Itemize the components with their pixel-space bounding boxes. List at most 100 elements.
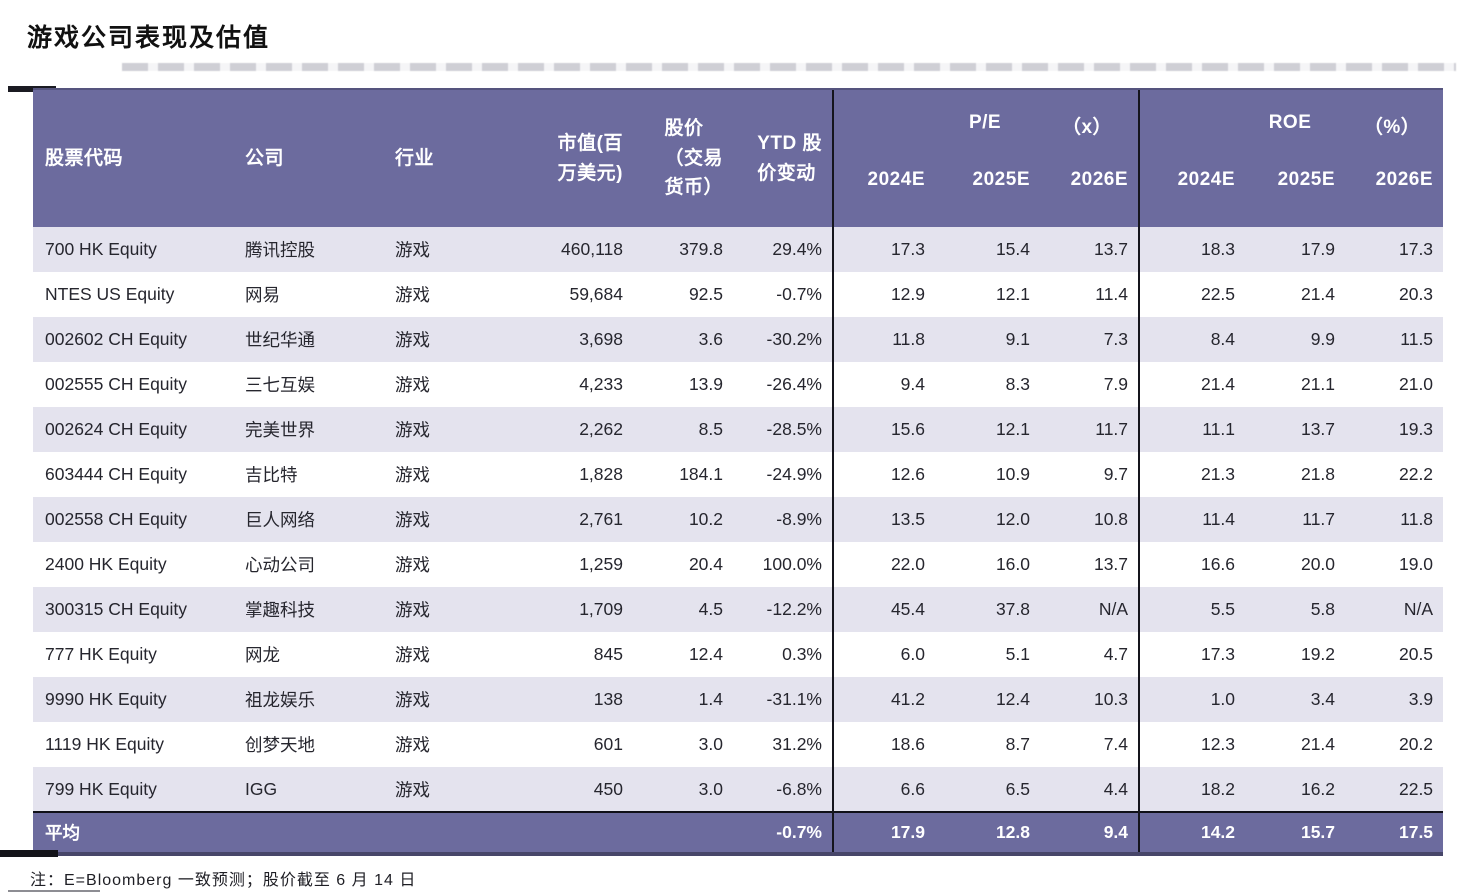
cell-roe-2025: 16.2 [1245,767,1346,812]
cell-roe-2024: 12.3 [1138,722,1246,767]
cell-roe-2024: 1.0 [1138,677,1246,722]
cell-pe-2025: 8.7 [935,722,1040,767]
cell-ytd: -12.2% [733,587,833,632]
cell-market-cap: 845 [520,632,633,677]
cell-company: 巨人网络 [233,497,383,542]
cell-roe-2026: 19.3 [1345,407,1444,452]
average-market-cap [520,811,633,856]
cell-roe-2024: 11.1 [1138,407,1246,452]
cell-roe-2024: 21.4 [1138,362,1246,407]
cell-pe-2025: 15.4 [935,227,1040,272]
cell-code: 1119 HK Equity [33,722,233,767]
cell-pe-2024: 17.3 [832,227,935,272]
cell-market-cap: 450 [520,767,633,812]
cell-price: 184.1 [633,452,733,497]
cell-industry: 游戏 [383,452,520,497]
average-company [233,811,383,856]
cell-code: 002555 CH Equity [33,362,233,407]
cell-pe-2026: 10.3 [1040,677,1140,722]
table-row: 002624 CH Equity 完美世界 游戏 2,262 8.5 -28.5% 15.6… [33,407,1444,452]
table-bottom-corner-mark [0,850,58,857]
cell-pe-2024: 13.5 [832,497,935,542]
cell-industry: 游戏 [383,407,520,452]
cell-roe-2025: 5.8 [1245,587,1346,632]
cell-roe-2024: 11.4 [1138,497,1246,542]
cell-market-cap: 2,262 [520,407,633,452]
cell-company: 完美世界 [233,407,383,452]
cell-roe-2025: 17.9 [1245,227,1346,272]
cell-market-cap: 138 [520,677,633,722]
cell-pe-2025: 5.1 [935,632,1040,677]
cell-market-cap: 1,259 [520,542,633,587]
col-header-roe-2026e: 2026E [1345,161,1444,227]
roe-unit: （%） [1363,117,1421,138]
cell-price: 379.8 [633,227,733,272]
pe-unit: （x） [1061,117,1113,138]
cell-pe-2024: 6.0 [832,632,935,677]
cell-ytd: -6.8% [733,767,833,812]
cell-code: 300315 CH Equity [33,587,233,632]
group-header-pe: P/E （x） [831,88,1140,161]
cell-code: NTES US Equity [33,272,233,317]
table-row: 603444 CH Equity 吉比特 游戏 1,828 184.1 -24.9% 12.… [33,452,1444,497]
cell-pe-2026: 11.4 [1040,272,1140,317]
cell-market-cap: 460,118 [520,227,633,272]
cell-market-cap: 59,684 [520,272,633,317]
cell-ytd: -24.9% [733,452,833,497]
cell-market-cap: 2,761 [520,497,633,542]
cell-price: 3.0 [633,722,733,767]
cell-ytd: 0.3% [733,632,833,677]
cell-code: 002602 CH Equity [33,317,233,362]
table-body: 700 HK Equity 腾讯控股 游戏 460,118 379.8 29.4% 17.3… [33,227,1444,812]
cell-pe-2026: N/A [1040,587,1140,632]
cell-code: 777 HK Equity [33,632,233,677]
table-row: 1119 HK Equity 创梦天地 游戏 601 3.0 31.2% 18.6 8.7 7.… [33,722,1444,767]
cell-pe-2026: 10.8 [1040,497,1140,542]
cell-company: 祖龙娱乐 [233,677,383,722]
cell-price: 92.5 [633,272,733,317]
cell-company: 掌趣科技 [233,587,383,632]
cell-pe-2024: 12.6 [832,452,935,497]
cell-roe-2026: 11.5 [1345,317,1444,362]
cell-industry: 游戏 [383,362,520,407]
cell-roe-2025: 21.4 [1245,722,1346,767]
cell-ytd: -26.4% [733,362,833,407]
cell-pe-2024: 18.6 [832,722,935,767]
cell-ytd: 100.0% [733,542,833,587]
cell-roe-2026: 17.3 [1345,227,1444,272]
cell-pe-2025: 10.9 [935,452,1040,497]
cell-ytd: 31.2% [733,722,833,767]
cell-ytd: -28.5% [733,407,833,452]
table-top-corner-mark [8,86,56,92]
cell-pe-2025: 12.1 [935,407,1040,452]
cell-roe-2026: 22.2 [1345,452,1444,497]
cell-roe-2025: 3.4 [1245,677,1346,722]
cell-pe-2024: 11.8 [832,317,935,362]
footnote-underline [8,890,100,892]
cell-pe-2026: 4.7 [1040,632,1140,677]
cell-price: 1.4 [633,677,733,722]
cell-roe-2025: 21.1 [1245,362,1346,407]
cell-code: 603444 CH Equity [33,452,233,497]
col-header-company: 公司 [233,88,383,227]
cell-pe-2025: 9.1 [935,317,1040,362]
cell-roe-2026: 20.5 [1345,632,1444,677]
cell-pe-2026: 7.3 [1040,317,1140,362]
cell-code: 9990 HK Equity [33,677,233,722]
cell-company: 心动公司 [233,542,383,587]
cell-price: 10.2 [633,497,733,542]
average-pe-2024: 17.9 [832,811,935,856]
table-header: 股票代码 公司 行业 市值(百 万美元) 股价 （交易 货币） YTD 股 价变… [33,88,1444,227]
cell-roe-2025: 11.7 [1245,497,1346,542]
cell-pe-2026: 4.4 [1040,767,1140,812]
cell-ytd: -30.2% [733,317,833,362]
dashed-divider [122,63,1456,71]
col-header-roe-2025e: 2025E [1245,161,1346,227]
cell-industry: 游戏 [383,317,520,362]
table-row: 002555 CH Equity 三七互娱 游戏 4,233 13.9 -26.4% 9.4… [33,362,1444,407]
cell-pe-2026: 7.4 [1040,722,1140,767]
table-row: 777 HK Equity 网龙 游戏 845 12.4 0.3% 6.0 5.1 4.7 17.… [33,632,1444,677]
cell-roe-2026: 11.8 [1345,497,1444,542]
cell-pe-2024: 45.4 [832,587,935,632]
table-row: 700 HK Equity 腾讯控股 游戏 460,118 379.8 29.4% 17.3… [33,227,1444,272]
